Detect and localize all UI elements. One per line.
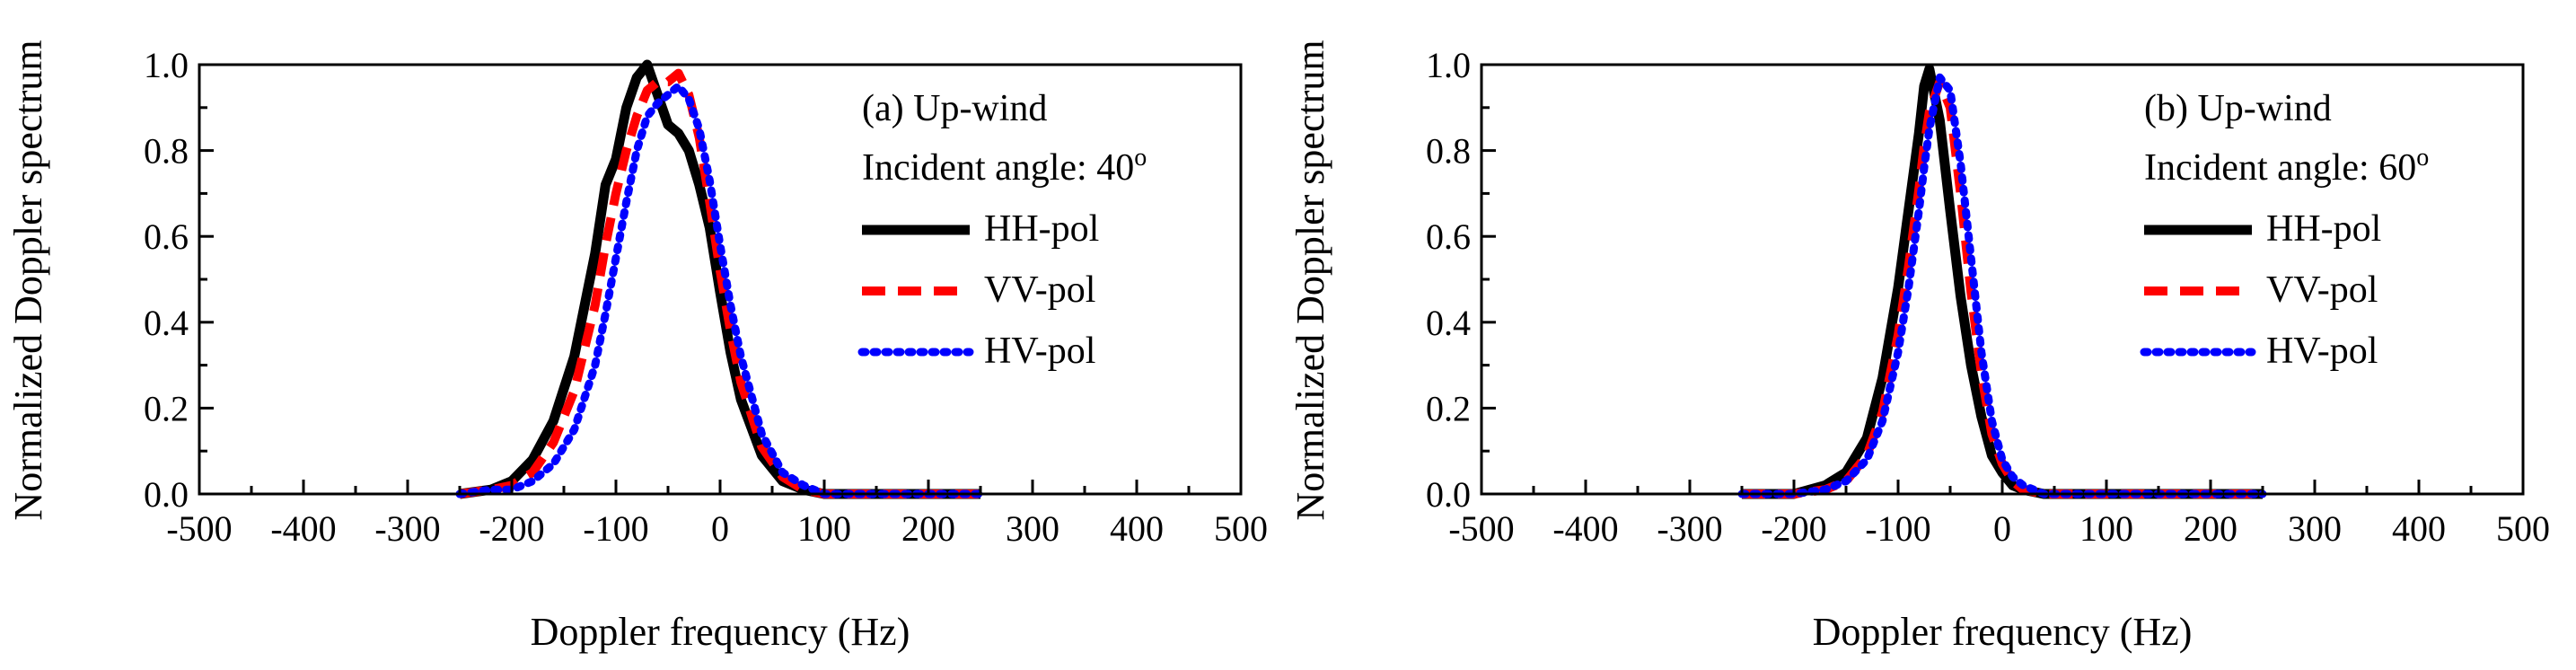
y-tick-label-a-1: 0.2: [144, 388, 189, 428]
x-tick-label-a-1: -400: [270, 508, 336, 549]
x-tick-label-b-4: -100: [1865, 508, 1930, 549]
x-axis-title-a: Doppler frequency (Hz): [531, 610, 910, 654]
y-tick-label-a-2: 0.4: [144, 303, 189, 343]
panel-annotation-b: (b) Up-wind: [2144, 88, 2332, 129]
x-tick-label-b-8: 300: [2288, 508, 2342, 549]
legend-label-a-vv-pol: VV-pol: [984, 269, 1095, 311]
x-tick-label-a-0: -500: [166, 508, 232, 549]
y-tick-label-b-0: 0.0: [1426, 474, 1471, 515]
legend-a: HH-pol VV-pol HV-pol: [857, 208, 1099, 372]
x-tick-label-a-6: 100: [797, 508, 851, 549]
series-layer-b: [1737, 64, 2267, 499]
x-tick-label-a-8: 300: [1006, 508, 1059, 549]
legend-label-b-hh-pol: HH-pol: [2266, 208, 2381, 250]
y-tick-label-a-4: 0.8: [144, 131, 189, 172]
panel-annotation-a: (a) Up-wind: [862, 88, 1047, 129]
x-tick-label-b-9: 400: [2392, 508, 2446, 549]
x-tick-label-a-2: -300: [374, 508, 440, 549]
panel-a: -500 -400 -300 -200 -100 0 100 200 300 400 500 0.0 0…: [6, 40, 1268, 654]
x-tick-label-b-2: -300: [1657, 508, 1722, 549]
degree-symbol-a: o: [1134, 144, 1147, 172]
panel-b: -500 -400 -300 -200 -100 0 100 200 300 400 500 0.0 0…: [1288, 40, 2550, 654]
legend-label-a-hh-pol: HH-pol: [984, 208, 1099, 250]
series-line-b-hv-pol: [1737, 73, 2267, 498]
legend-label-b-vv-pol: VV-pol: [2266, 269, 2378, 311]
legend-label-b-hv-pol: HV-pol: [2266, 331, 2378, 372]
x-tick-label-a-5: 0: [711, 508, 729, 549]
incident-angle-b: Incident angle: 60o: [2144, 144, 2429, 189]
x-axis-title-b: Doppler frequency (Hz): [1813, 610, 2193, 654]
x-tick-label-b-10: 500: [2496, 508, 2550, 549]
y-tick-label-b-3: 0.6: [1426, 216, 1471, 257]
ticks-layer-a: -500 -400 -300 -200 -100 0 100 200 300 400 500 0.0 0…: [144, 45, 1268, 549]
x-tick-label-a-9: 400: [1110, 508, 1164, 549]
x-tick-label-a-4: -100: [583, 508, 648, 549]
incident-angle-text-a: Incident angle: 40: [862, 147, 1134, 189]
y-axis-title-b: Normalized Doppler spectrum: [1288, 40, 1332, 520]
x-tick-label-b-6: 100: [2079, 508, 2133, 549]
series-line-b-hh-pol: [1742, 64, 2263, 499]
y-tick-label-a-0: 0.0: [144, 474, 189, 515]
series-line-a-vv-pol: [459, 68, 980, 498]
legend-label-a-hv-pol: HV-pol: [984, 331, 1095, 372]
y-tick-label-b-5: 1.0: [1426, 45, 1471, 85]
y-tick-label-a-5: 1.0: [144, 45, 189, 85]
y-axis-title-a: Normalized Doppler spectrum: [6, 40, 50, 520]
incident-angle-text-b: Incident angle: 60: [2144, 147, 2416, 189]
y-tick-label-b-2: 0.4: [1426, 303, 1471, 343]
x-tick-label-a-10: 500: [1214, 508, 1268, 549]
y-tick-label-b-1: 0.2: [1426, 388, 1471, 428]
ticks-layer-b: -500 -400 -300 -200 -100 0 100 200 300 400 500 0.0 0…: [1426, 45, 2550, 549]
legend-b: HH-pol VV-pol HV-pol: [2140, 208, 2381, 372]
y-tick-label-a-3: 0.6: [144, 216, 189, 257]
x-tick-label-b-7: 200: [2184, 508, 2238, 549]
series-layer-a: [455, 59, 985, 499]
degree-symbol-b: o: [2416, 144, 2429, 172]
x-tick-label-a-3: -200: [479, 508, 544, 549]
x-tick-label-a-7: 200: [901, 508, 955, 549]
x-tick-label-b-3: -200: [1761, 508, 1826, 549]
x-tick-label-b-1: -400: [1552, 508, 1618, 549]
y-tick-label-b-4: 0.8: [1426, 131, 1471, 172]
x-tick-label-b-0: -500: [1448, 508, 1514, 549]
series-line-a-hv-pol: [455, 82, 985, 498]
incident-angle-a: Incident angle: 40o: [862, 144, 1147, 189]
x-tick-label-b-5: 0: [1993, 508, 2011, 549]
